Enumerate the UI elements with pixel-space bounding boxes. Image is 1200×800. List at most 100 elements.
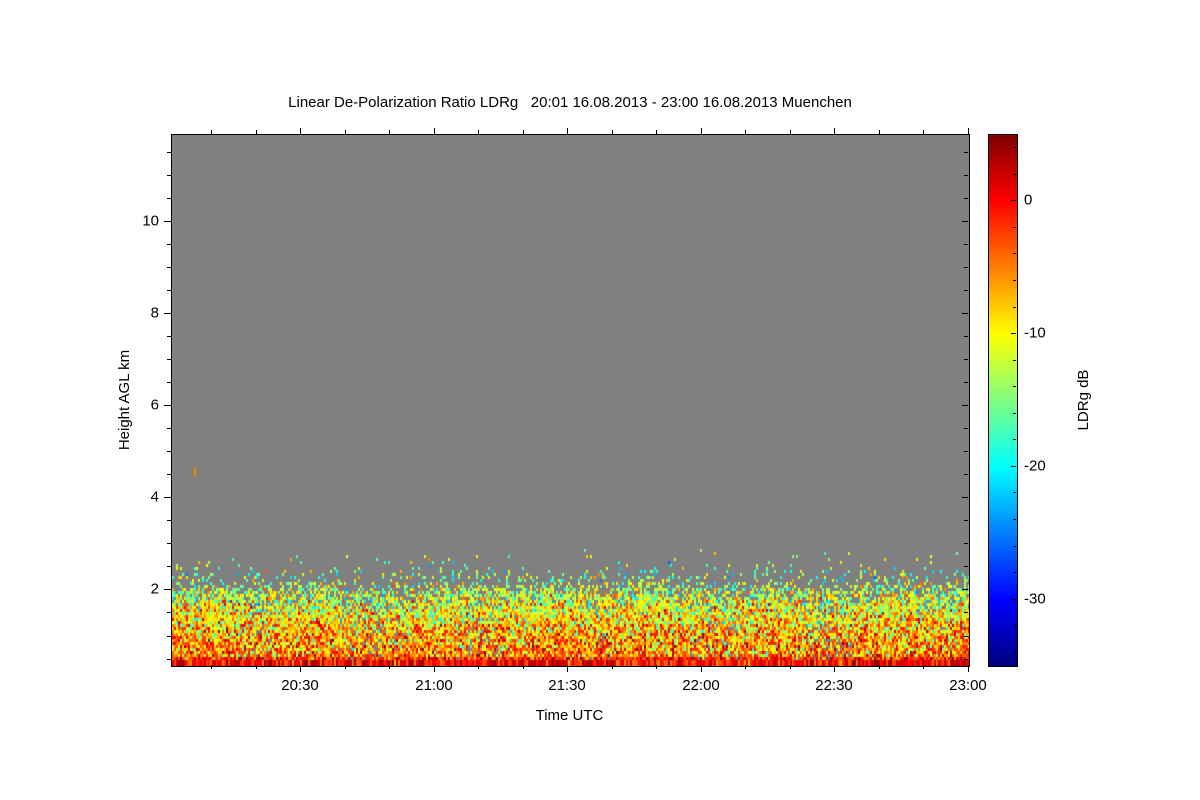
y-axis-minor-tick xyxy=(167,267,171,268)
y-axis-tick-inner xyxy=(962,313,968,314)
y-axis-minor-tick-inner xyxy=(964,612,968,613)
x-axis-tick-label: 23:00 xyxy=(949,677,987,694)
chart-title: Linear De-Polarization Ratio LDRg 20:01 … xyxy=(288,94,852,111)
x-axis-minor-tick-inner xyxy=(256,130,257,134)
colorbar xyxy=(988,134,1018,667)
colorbar-minor-tick xyxy=(1013,386,1016,387)
x-axis-minor-tick xyxy=(923,665,924,669)
y-axis-minor-tick-inner xyxy=(964,520,968,521)
y-axis-minor-tick-inner xyxy=(964,175,968,176)
y-axis-minor-tick-inner xyxy=(964,152,968,153)
x-axis-tick-inner xyxy=(968,128,969,134)
x-axis-minor-tick-inner xyxy=(656,130,657,134)
y-axis-minor-tick xyxy=(167,474,171,475)
y-axis-minor-tick xyxy=(167,290,171,291)
x-axis-minor-tick xyxy=(612,665,613,669)
x-axis-tick-inner xyxy=(300,128,301,134)
y-axis-tick xyxy=(164,313,171,314)
heatmap-plot-area xyxy=(171,134,970,667)
colorbar-minor-tick xyxy=(1013,147,1016,148)
x-axis-minor-tick-inner xyxy=(211,130,212,134)
y-axis-minor-tick-inner xyxy=(964,543,968,544)
y-axis-tick-inner xyxy=(962,589,968,590)
x-axis-minor-tick xyxy=(345,665,346,669)
y-axis-minor-tick xyxy=(167,451,171,452)
colorbar-minor-tick xyxy=(1013,280,1016,281)
x-axis-minor-tick-inner xyxy=(612,130,613,134)
x-axis-tick-label: 21:30 xyxy=(548,677,586,694)
y-axis-minor-tick xyxy=(167,198,171,199)
colorbar-tick-label: 0 xyxy=(1024,191,1033,209)
colorbar-minor-tick xyxy=(1013,360,1016,361)
x-axis-minor-tick-inner xyxy=(879,130,880,134)
y-axis-tick-label: 8 xyxy=(150,304,159,322)
colorbar-minor-tick xyxy=(1013,546,1016,547)
x-axis-tick-label: 22:00 xyxy=(682,677,720,694)
colorbar-minor-tick xyxy=(1013,492,1016,493)
colorbar-minor-tick xyxy=(1013,413,1016,414)
y-axis-tick xyxy=(164,497,171,498)
y-axis-tick xyxy=(164,221,171,222)
y-axis-tick-inner xyxy=(962,221,968,222)
x-axis-minor-tick xyxy=(478,665,479,669)
x-axis-tick-label: 20:30 xyxy=(281,677,319,694)
x-axis-minor-tick-inner xyxy=(923,130,924,134)
x-axis-minor-tick-inner xyxy=(478,130,479,134)
y-axis-minor-tick xyxy=(167,636,171,637)
y-axis-minor-tick xyxy=(167,382,171,383)
y-axis-minor-tick-inner xyxy=(964,474,968,475)
x-axis-tick-inner xyxy=(567,128,568,134)
x-axis-tick-label: 22:30 xyxy=(815,677,853,694)
colorbar-tick xyxy=(1011,333,1016,334)
colorbar-tick-label: -30 xyxy=(1024,590,1046,608)
y-axis-minor-tick-inner xyxy=(964,198,968,199)
y-axis-minor-tick xyxy=(167,152,171,153)
y-axis-minor-tick xyxy=(167,566,171,567)
x-axis-minor-tick-inner xyxy=(790,130,791,134)
y-axis-minor-tick xyxy=(167,336,171,337)
y-axis-minor-tick xyxy=(167,612,171,613)
y-axis-minor-tick-inner xyxy=(964,244,968,245)
y-axis-tick-label: 4 xyxy=(150,488,159,506)
x-axis-tick-inner xyxy=(834,128,835,134)
x-axis-minor-tick xyxy=(745,665,746,669)
y-axis-minor-tick xyxy=(167,359,171,360)
y-axis-tick-label: 10 xyxy=(142,212,159,230)
colorbar-tick-label: -10 xyxy=(1024,324,1046,342)
y-axis-tick-inner xyxy=(962,405,968,406)
y-axis-minor-tick-inner xyxy=(964,428,968,429)
colorbar-minor-tick xyxy=(1013,307,1016,308)
y-axis-minor-tick-inner xyxy=(964,267,968,268)
y-axis-minor-tick-inner xyxy=(964,359,968,360)
y-axis-minor-tick-inner xyxy=(964,659,968,660)
x-axis-minor-tick-inner xyxy=(345,130,346,134)
x-axis-tick xyxy=(300,665,301,672)
x-axis-minor-tick xyxy=(879,665,880,669)
heatmap-data-layer xyxy=(172,135,969,666)
y-axis-minor-tick-inner xyxy=(964,382,968,383)
x-axis-minor-tick xyxy=(523,665,524,669)
x-axis-minor-tick xyxy=(389,665,390,669)
x-axis-minor-tick xyxy=(656,665,657,669)
y-axis-title: Height AGL km xyxy=(116,349,133,450)
colorbar-title: LDRg dB xyxy=(1075,369,1092,430)
colorbar-gradient xyxy=(989,135,1017,666)
colorbar-minor-tick xyxy=(1013,625,1016,626)
y-axis-tick-label: 2 xyxy=(150,580,159,598)
x-axis-tick-inner xyxy=(434,128,435,134)
colorbar-minor-tick xyxy=(1013,174,1016,175)
x-axis-tick xyxy=(701,665,702,672)
x-axis-minor-tick xyxy=(790,665,791,669)
colorbar-minor-tick xyxy=(1013,227,1016,228)
colorbar-minor-tick xyxy=(1013,519,1016,520)
y-axis-tick xyxy=(164,405,171,406)
y-axis-minor-tick xyxy=(167,543,171,544)
x-axis-minor-tick-inner xyxy=(745,130,746,134)
y-axis-minor-tick xyxy=(167,244,171,245)
x-axis-minor-tick xyxy=(256,665,257,669)
y-axis-tick xyxy=(164,589,171,590)
colorbar-tick-label: -20 xyxy=(1024,457,1046,475)
y-axis-minor-tick xyxy=(167,428,171,429)
y-axis-tick-label: 6 xyxy=(150,396,159,414)
x-axis-tick xyxy=(567,665,568,672)
